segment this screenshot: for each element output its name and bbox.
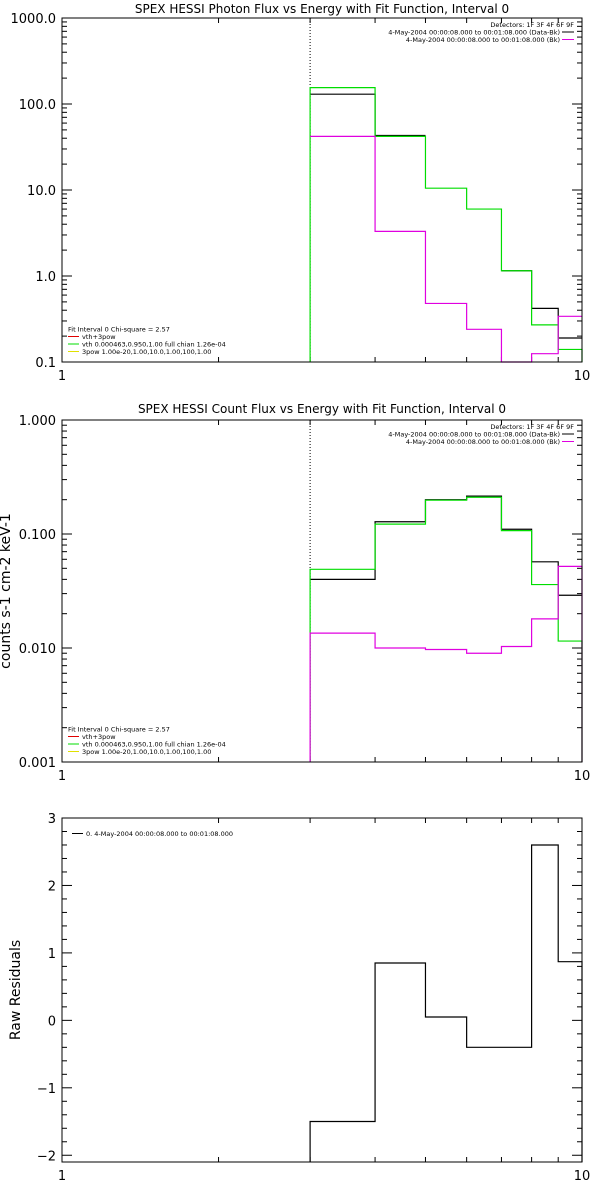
legend-entry: 0. 4-May-2004 00:00:08.000 to 00:01:08.0…: [86, 830, 233, 838]
legend-entry: 3pow 1.00e-20,1.00,10.0,1.00,100,1.00: [82, 348, 211, 356]
x-tick-label: 1: [58, 1169, 66, 1184]
y-tick-label: 1.000: [19, 414, 56, 429]
x-tick-label: 10: [574, 1169, 591, 1184]
series-line-1: [309, 844, 583, 1162]
legend-entry: vth 0.000463,0.950,1.00 full chian 1.26e…: [82, 341, 226, 349]
series-line-3: [309, 565, 583, 762]
legend-entry: vth+3pow: [82, 733, 116, 741]
x-tick-label: 10: [574, 769, 591, 784]
chart-title: SPEX HESSI Count Flux vs Energy with Fit…: [138, 402, 506, 416]
y-tick-label: 10.0: [27, 184, 56, 199]
x-tick-label: 1: [58, 369, 66, 384]
series-line-2: [309, 87, 583, 362]
plot-frame: [61, 817, 583, 1163]
y-tick-label: 0.010: [19, 642, 56, 657]
chart-title: SPEX HESSI Photon Flux vs Energy with Fi…: [135, 2, 509, 16]
legend-entry: Fit Interval 0 Chi-square = 2.57: [68, 326, 170, 334]
y-tick-label: 1.0: [35, 270, 56, 285]
y-tick-label: 2: [48, 879, 56, 894]
legend-entry: vth 0.000463,0.950,1.00 full chian 1.26e…: [82, 741, 226, 749]
legend-entry: Detectors: 1F 3F 4F 6F 9F: [490, 423, 574, 431]
y-tick-label: 0.1: [35, 356, 56, 371]
x-tick-label: 10: [574, 369, 591, 384]
panel-2: SPEX HESSI Count Flux vs Energy with Fit…: [0, 402, 590, 784]
series-line-2: [309, 496, 583, 762]
legend-entry: 4-May-2004 00:00:08.000 to 00:01:08.000 …: [388, 29, 560, 37]
y-tick-label: 1: [48, 947, 56, 962]
legend-entry: 4-May-2004 00:00:08.000 to 00:01:08.000 …: [406, 36, 560, 44]
y-tick-label: −2: [37, 1149, 56, 1164]
y-axis-label: counts s-1 cm-2 keV-1: [0, 513, 14, 669]
y-tick-label: 0.100: [19, 528, 56, 543]
legend-entry: Fit Interval 0 Chi-square = 2.57: [68, 726, 170, 734]
y-tick-label: 1000.0: [11, 12, 57, 27]
y-tick-label: 3: [48, 812, 56, 827]
legend-entry: 3pow 1.00e-20,1.00,10.0,1.00,100,1.00: [82, 748, 211, 756]
y-tick-label: 0: [48, 1014, 56, 1029]
series-line-3: [310, 135, 582, 363]
legend-entry: Detectors: 1F 3F 4F 6F 9F: [490, 21, 574, 29]
series-line-1: [310, 495, 582, 596]
legend-entry: 4-May-2004 00:00:08.000 to 00:01:08.000 …: [388, 431, 560, 439]
x-tick-label: 1: [58, 769, 66, 784]
panel-1: SPEX HESSI Photon Flux vs Energy with Fi…: [11, 2, 591, 384]
legend-entry: vth+3pow: [82, 333, 116, 341]
series-line-1: [310, 93, 582, 339]
plot-frame: [61, 419, 583, 763]
legend-entry: 4-May-2004 00:00:08.000 to 00:01:08.000 …: [406, 438, 560, 446]
y-tick-label: 0.001: [19, 756, 56, 771]
y-axis-label: Raw Residuals: [8, 940, 24, 1040]
y-tick-label: −1: [37, 1082, 56, 1097]
plot-frame: [61, 17, 583, 363]
y-tick-label: 100.0: [19, 98, 56, 113]
panel-3: Raw Residuals 1 10 −2 −1 0 1 2 3 0. 4-May-2004 00…: [8, 812, 590, 1184]
